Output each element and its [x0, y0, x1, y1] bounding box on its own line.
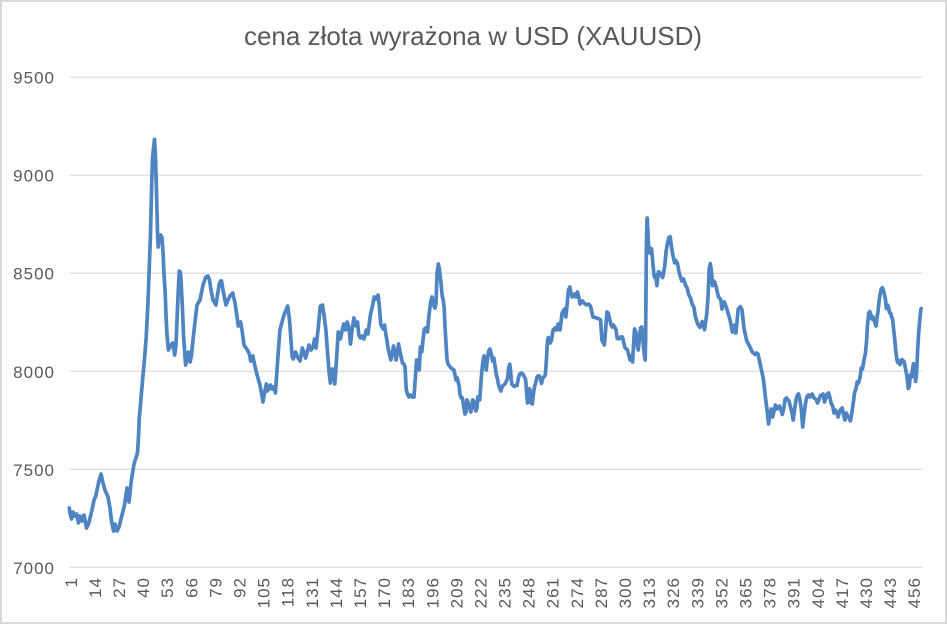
- svg-text:287: 287: [592, 577, 611, 608]
- svg-text:313: 313: [640, 577, 659, 608]
- svg-text:430: 430: [857, 577, 876, 608]
- svg-text:339: 339: [688, 577, 707, 608]
- svg-text:248: 248: [520, 577, 539, 608]
- svg-text:443: 443: [881, 577, 900, 608]
- svg-text:144: 144: [327, 577, 346, 608]
- svg-text:9000: 9000: [13, 167, 55, 186]
- svg-text:417: 417: [833, 577, 852, 608]
- svg-text:9500: 9500: [13, 69, 55, 88]
- svg-text:cena złota wyrażona w USD (XAU: cena złota wyrażona w USD (XAUUSD): [244, 21, 702, 51]
- svg-text:27: 27: [110, 577, 129, 598]
- svg-text:326: 326: [664, 577, 683, 608]
- svg-text:7000: 7000: [13, 559, 55, 578]
- svg-text:352: 352: [712, 577, 731, 608]
- svg-text:170: 170: [375, 577, 394, 608]
- svg-text:92: 92: [231, 577, 250, 598]
- svg-text:8500: 8500: [13, 265, 55, 284]
- svg-text:7500: 7500: [13, 461, 55, 480]
- svg-text:1: 1: [62, 577, 81, 587]
- svg-text:79: 79: [206, 577, 225, 598]
- svg-text:105: 105: [255, 577, 274, 608]
- svg-text:53: 53: [158, 577, 177, 598]
- svg-text:261: 261: [544, 577, 563, 608]
- svg-text:391: 391: [785, 577, 804, 608]
- svg-text:183: 183: [399, 577, 418, 608]
- svg-text:456: 456: [905, 577, 924, 608]
- svg-text:300: 300: [616, 577, 635, 608]
- svg-text:222: 222: [471, 577, 490, 608]
- svg-text:157: 157: [351, 577, 370, 608]
- svg-text:404: 404: [809, 577, 828, 608]
- svg-text:365: 365: [737, 577, 756, 608]
- svg-text:66: 66: [182, 577, 201, 598]
- svg-text:131: 131: [303, 577, 322, 608]
- svg-text:40: 40: [134, 577, 153, 598]
- svg-text:235: 235: [496, 577, 515, 608]
- svg-text:196: 196: [423, 577, 442, 608]
- svg-text:274: 274: [568, 577, 587, 608]
- svg-text:378: 378: [761, 577, 780, 608]
- svg-text:209: 209: [447, 577, 466, 608]
- svg-text:118: 118: [279, 577, 298, 607]
- svg-text:8000: 8000: [13, 363, 55, 382]
- svg-text:14: 14: [86, 577, 105, 598]
